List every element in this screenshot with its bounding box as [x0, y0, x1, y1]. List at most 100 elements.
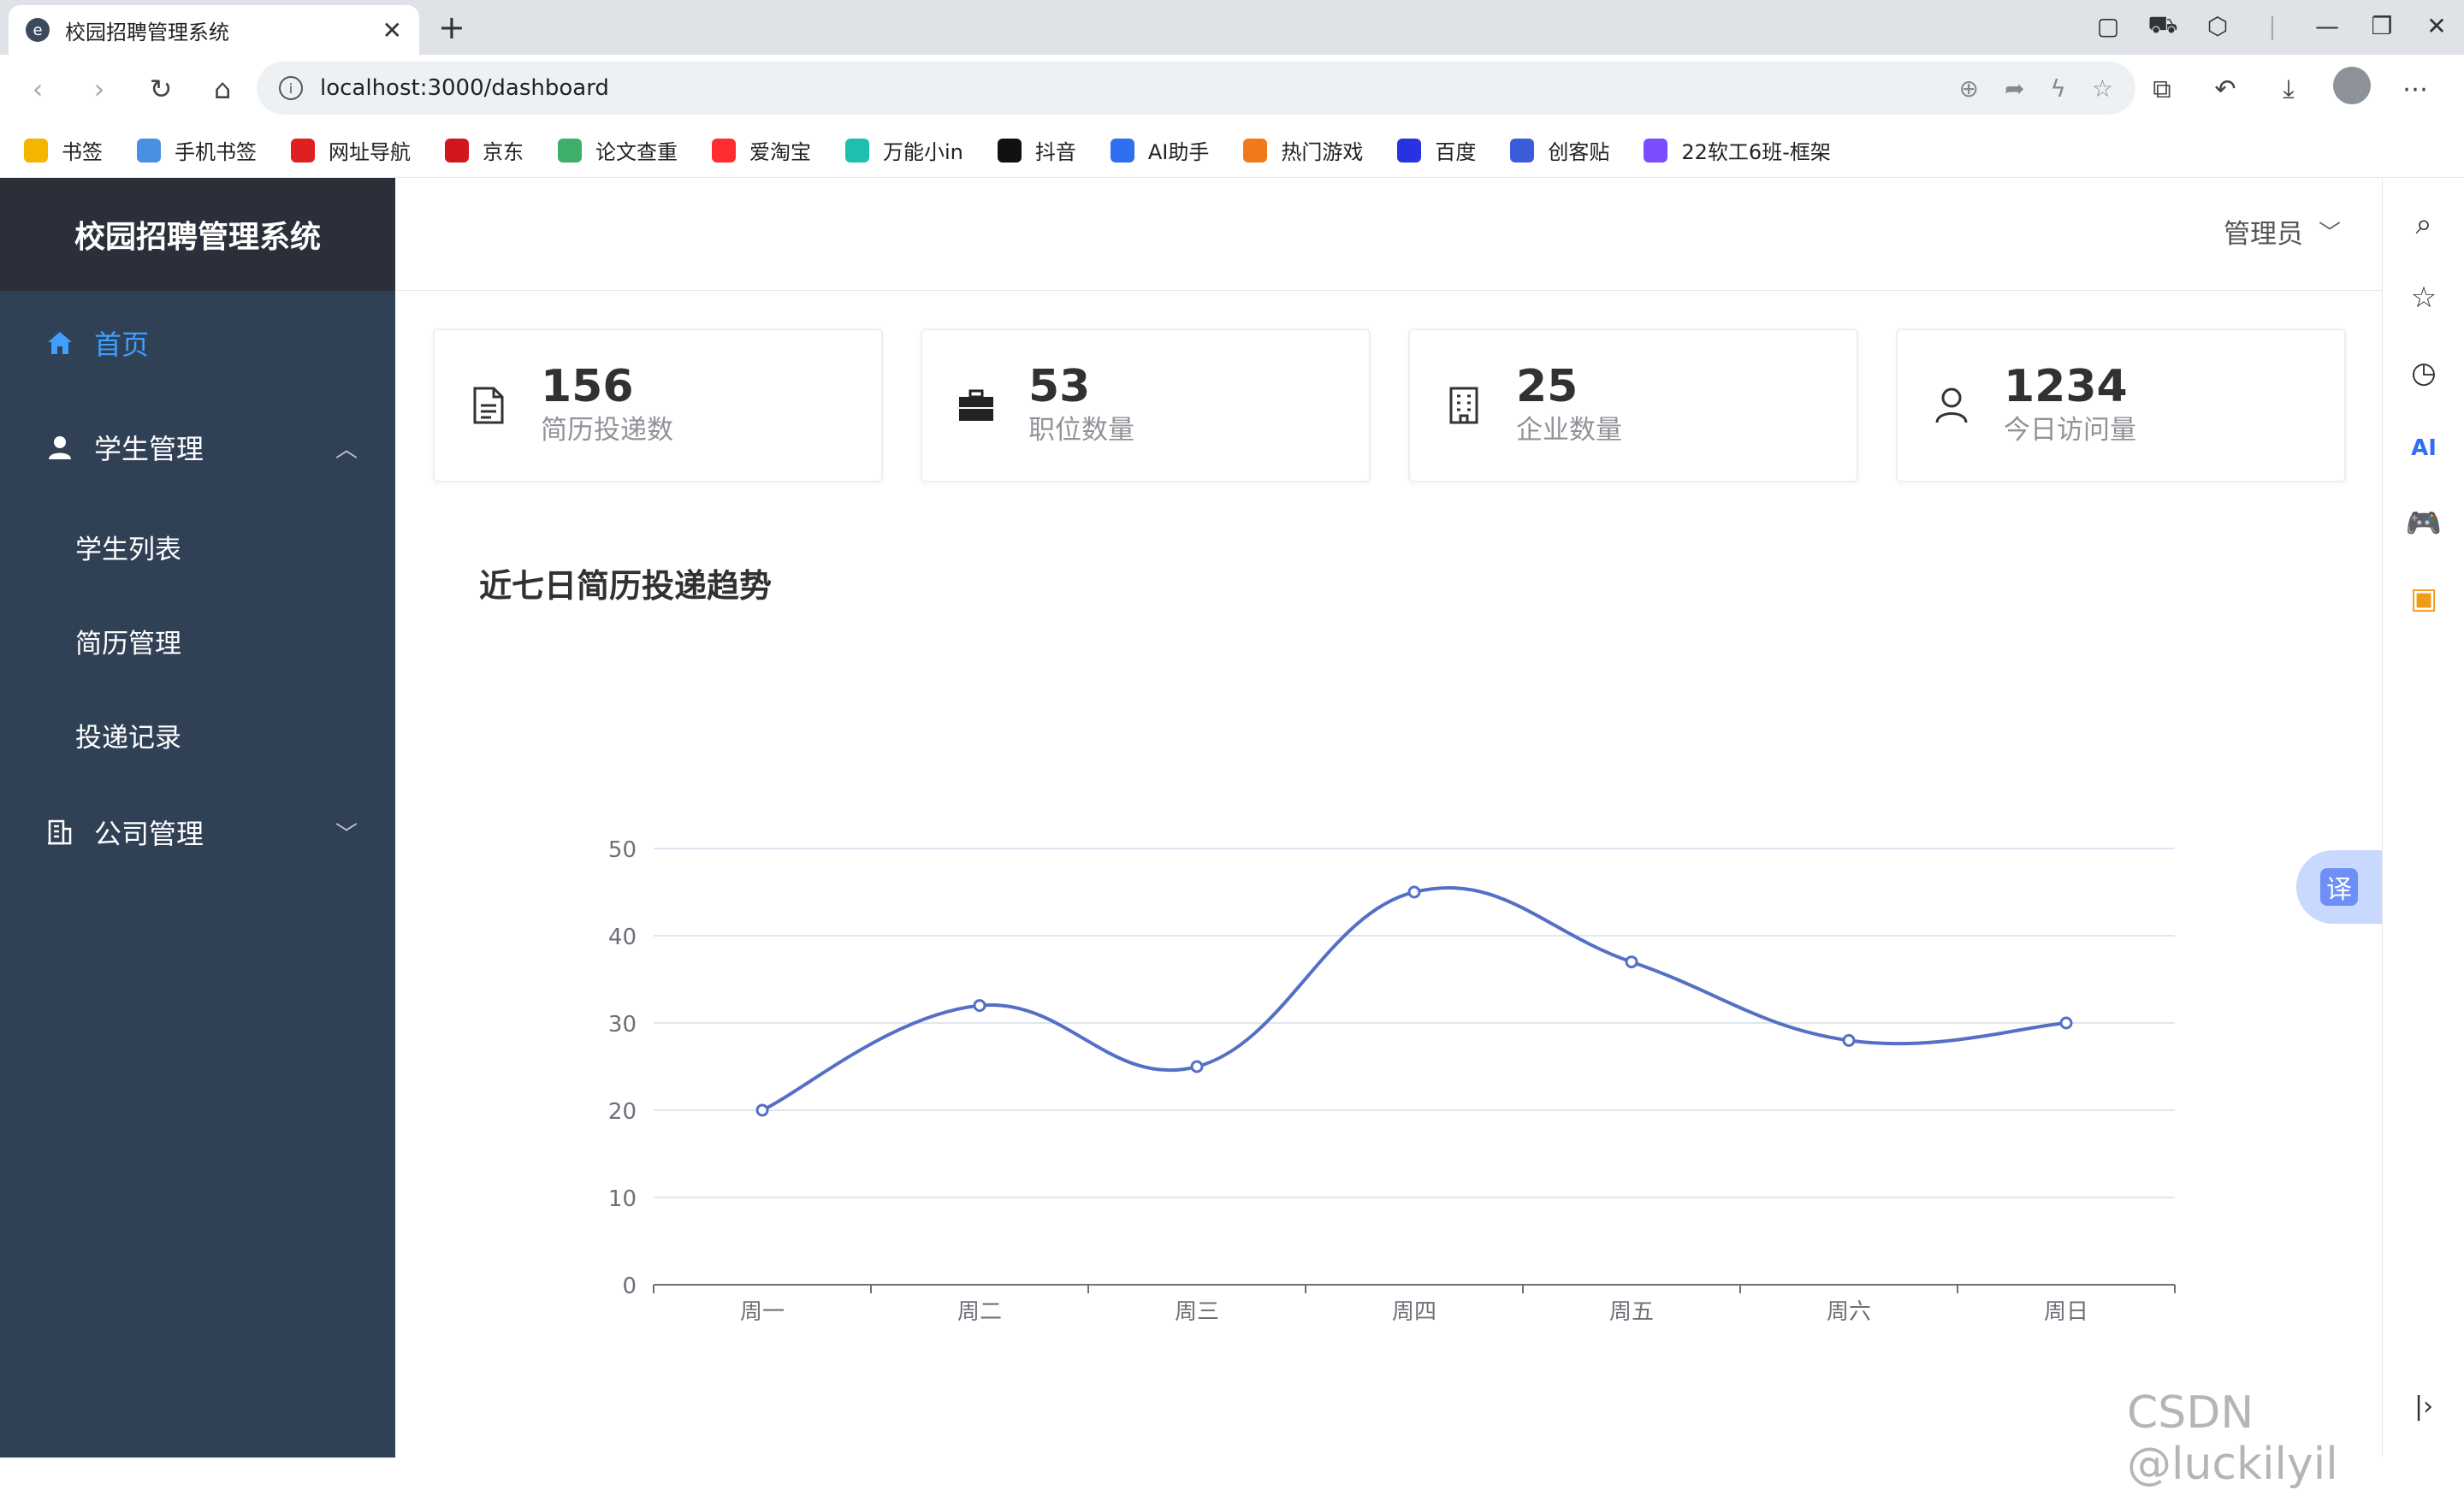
favorites-icon[interactable]: ☆	[2410, 281, 2437, 315]
history-icon[interactable]: ◷	[2411, 356, 2437, 390]
chevron-down-icon: ﹀	[335, 821, 358, 848]
translate-icon: 译	[2320, 868, 2358, 906]
stat-cards: 156 简历投递数 53 职位数量 25 企业数量	[433, 328, 2384, 482]
menu-label-home: 首页	[94, 328, 150, 361]
bookmark-item[interactable]: 网址导航	[291, 135, 411, 165]
phone-icon	[137, 138, 161, 163]
browser-tab[interactable]: e 校园招聘管理系统 ✕	[9, 5, 419, 55]
taobao-icon	[712, 138, 736, 163]
document-icon	[469, 386, 508, 425]
stat-label: 简历投递数	[541, 415, 673, 446]
baidu-icon	[1397, 138, 1422, 163]
bookmark-item[interactable]: 书签	[24, 135, 103, 165]
collapse-sidebar-icon[interactable]: |›	[2414, 1391, 2434, 1422]
bookmark-label: 爱淘宝	[749, 140, 811, 164]
user-icon	[44, 432, 75, 463]
menu-item-student-management[interactable]: 学生管理 ︿	[0, 395, 395, 500]
close-window-icon[interactable]: ✕	[2426, 12, 2447, 40]
more-menu-icon[interactable]: ⋯	[2402, 74, 2428, 104]
chuangketie-icon	[1510, 138, 1535, 163]
bookmark-item[interactable]: 万能小in	[845, 135, 963, 165]
user-name: 管理员	[2223, 219, 2303, 250]
x-tick-label: 周日	[2044, 1299, 2088, 1325]
url-field[interactable]: i localhost:3000/dashboard ⊕ ➦ ϟ ☆	[257, 62, 2135, 115]
ai-assistant-icon[interactable]: AI	[2411, 435, 2437, 461]
stat-label: 今日访问量	[2004, 415, 2136, 446]
profile-avatar[interactable]	[2320, 67, 2384, 111]
stat-card-resumes: 156 简历投递数	[433, 328, 883, 482]
game-icon	[1243, 138, 1268, 163]
url-text[interactable]: localhost:3000/dashboard	[320, 75, 609, 101]
building-icon	[1444, 386, 1484, 425]
app-sidebar: 校园招聘管理系统 首页 学生管理 ︿ 学生列表 简历管理 投递记录 公司管理 ﹀	[0, 178, 395, 1457]
minimize-icon[interactable]: —	[2315, 12, 2339, 40]
data-point	[973, 999, 986, 1013]
bookmarks-bar: 书签 手机书签 网址导航 京东 论文查重 爱淘宝 万能小in 抖音 AI助手 热门游戏 百度 创客贴 2…	[0, 123, 2464, 178]
performance-icon[interactable]: ϟ	[2050, 74, 2066, 103]
home-icon	[44, 328, 75, 358]
favorite-star-icon[interactable]: ☆	[2091, 74, 2113, 103]
app-logo: 校园招聘管理系统	[0, 178, 395, 291]
bookmark-label: 创客贴	[1548, 140, 1610, 164]
translate-button[interactable]: 译	[2296, 850, 2382, 924]
collections-icon[interactable]: ⛟	[2147, 10, 2178, 38]
reload-icon[interactable]: ↻	[149, 73, 173, 105]
stat-value: 156	[541, 361, 634, 412]
briefcase-icon	[957, 386, 996, 425]
stat-value: 1234	[2004, 361, 2128, 412]
toolbar-right: ⧉ ↶ ⤓ ⋯	[2130, 67, 2447, 111]
game-controller-icon[interactable]: 🎮	[2405, 506, 2443, 541]
divider: |	[2268, 12, 2277, 40]
search-icon[interactable]: ⌕	[2415, 207, 2432, 241]
menu-label-company: 公司管理	[94, 818, 204, 850]
new-tab-icon[interactable]: +	[438, 9, 465, 46]
tab-title: 校园招聘管理系统	[65, 20, 229, 44]
bookmark-label: 抖音	[1034, 140, 1076, 164]
data-point	[1407, 885, 1421, 899]
stat-value: 53	[1028, 361, 1091, 412]
menu-item-home[interactable]: 首页	[0, 291, 395, 395]
y-tick-label: 20	[608, 1099, 637, 1125]
bookmark-item[interactable]: 创客贴	[1510, 135, 1609, 165]
x-tick-label: 周三	[1175, 1299, 1219, 1325]
bookmark-item[interactable]: 论文查重	[558, 135, 678, 165]
bookmark-item[interactable]: 热门游戏	[1243, 135, 1363, 165]
bookmark-item[interactable]: 22软工6班-框架	[1644, 135, 1831, 165]
back-icon[interactable]: ‹	[32, 73, 44, 105]
forward-icon[interactable]: ›	[93, 73, 105, 105]
x-tick-label: 周一	[740, 1299, 785, 1325]
y-tick-label: 50	[608, 837, 637, 863]
bookmark-item[interactable]: 爱淘宝	[712, 135, 811, 165]
extensions-icon[interactable]: ⬡	[2206, 12, 2229, 40]
bookmark-label: 百度	[1435, 140, 1477, 164]
user-dropdown[interactable]: 管理员 ﹀	[2224, 212, 2341, 251]
user-icon	[1932, 386, 1971, 425]
submenu-student-list[interactable]: 学生列表	[75, 534, 181, 565]
bookmark-label: 论文查重	[595, 140, 678, 164]
download-icon[interactable]: ⤓	[2283, 74, 2295, 104]
share-icon[interactable]: ➦	[2004, 74, 2025, 103]
bookmark-item[interactable]: 抖音	[997, 135, 1076, 165]
toolbox-icon[interactable]: ▣	[2409, 582, 2438, 616]
history-back-icon[interactable]: ↶	[2214, 74, 2236, 104]
menu-item-company-management[interactable]: 公司管理 ﹀	[0, 782, 395, 883]
zoom-icon[interactable]: ⊕	[1958, 74, 1979, 103]
resume-trend-chart: 0 10 20 30 40 50 周一 周二 周三 周四 周五 周六 周日	[608, 837, 2176, 1325]
browser-sidebar: ⌕ ☆ ◷ AI 🎮 ▣ |›	[2382, 178, 2464, 1457]
site-info-icon[interactable]: i	[279, 76, 303, 100]
bookmark-item[interactable]: 京东	[445, 135, 524, 165]
home-icon[interactable]: ⌂	[213, 73, 232, 105]
restore-icon[interactable]: ❐	[2371, 12, 2393, 40]
xiaoin-icon	[845, 138, 869, 163]
bookmark-item[interactable]: 手机书签	[137, 135, 257, 165]
tab-actions-icon[interactable]: ▢	[2096, 12, 2120, 40]
bookmark-item[interactable]: AI助手	[1110, 135, 1209, 165]
bookmark-item[interactable]: 百度	[1397, 135, 1476, 165]
submenu-resume-management[interactable]: 简历管理	[75, 628, 181, 659]
douyin-icon	[997, 138, 1022, 163]
series-line	[761, 886, 2067, 1112]
extensions-puzzle-icon[interactable]: ⧉	[2153, 74, 2171, 104]
data-point	[755, 1103, 769, 1117]
submenu-delivery-records[interactable]: 投递记录	[75, 722, 181, 754]
close-tab-icon[interactable]: ✕	[382, 15, 402, 44]
